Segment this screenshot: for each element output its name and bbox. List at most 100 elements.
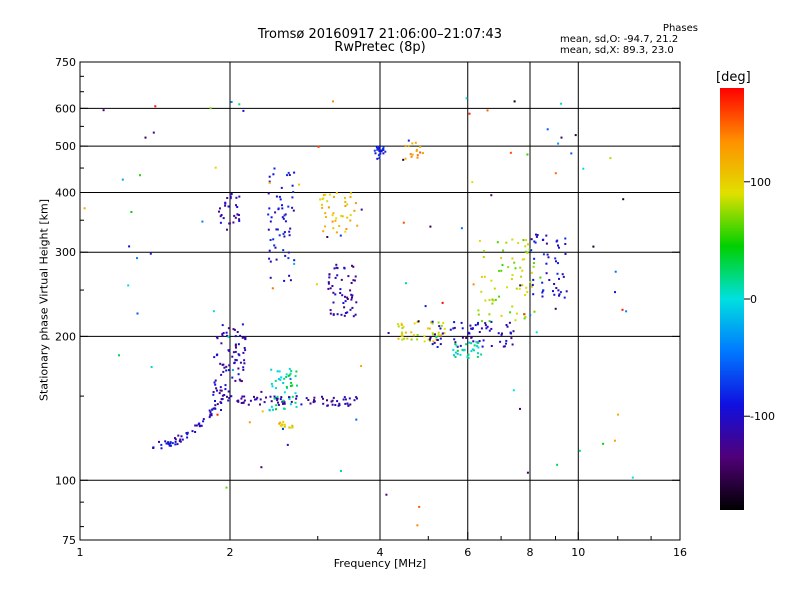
data-point: [519, 284, 522, 287]
data-point: [509, 311, 512, 314]
data-point: [274, 379, 277, 382]
data-point: [210, 414, 213, 417]
data-point: [558, 246, 560, 249]
data-point: [336, 267, 339, 270]
data-point: [541, 281, 544, 284]
data-point: [214, 379, 217, 382]
data-point: [334, 293, 337, 296]
data-point: [409, 153, 412, 156]
data-point: [523, 258, 526, 261]
data-point: [419, 145, 422, 148]
data-point: [283, 402, 286, 405]
data-point: [300, 403, 303, 406]
data-point: [283, 231, 286, 234]
data-point: [488, 299, 491, 301]
data-point: [275, 408, 277, 411]
data-point: [328, 276, 331, 279]
data-point: [227, 205, 230, 208]
stat-o-mode: mean, sd,O: -94.7, 21.2: [560, 34, 679, 45]
data-point: [176, 443, 179, 446]
chart-title: Tromsø 20160917 21:06:00–21:07:43: [257, 27, 503, 42]
data-point: [497, 332, 500, 335]
data-point: [416, 154, 419, 157]
data-point: [486, 325, 489, 328]
data-point: [470, 336, 473, 339]
data-point: [263, 401, 266, 404]
data-point: [402, 221, 405, 224]
data-point: [442, 321, 445, 324]
data-point: [295, 397, 298, 400]
data-point: [271, 287, 274, 290]
data-point: [289, 403, 292, 406]
data-point: [345, 228, 348, 230]
data-point: [284, 254, 287, 257]
data-point: [556, 272, 559, 275]
data-point: [515, 287, 518, 290]
data-point: [238, 378, 241, 381]
data-point: [500, 257, 503, 259]
data-point: [401, 327, 404, 330]
data-point: [160, 443, 163, 446]
data-point: [511, 305, 514, 308]
data-point: [226, 395, 228, 398]
data-point: [277, 401, 279, 404]
data-point: [524, 294, 527, 296]
data-point: [284, 213, 287, 216]
data-point: [481, 320, 483, 323]
data-point: [349, 403, 352, 406]
data-point: [490, 194, 493, 197]
data-point: [510, 278, 513, 281]
data-point: [225, 365, 228, 368]
data-point: [564, 243, 567, 245]
data-point: [291, 424, 294, 427]
data-point: [237, 367, 240, 370]
data-point: [344, 402, 347, 405]
data-point: [414, 141, 417, 144]
data-point: [521, 284, 524, 287]
data-point: [352, 279, 355, 282]
data-point: [243, 399, 246, 402]
data-point: [335, 217, 338, 220]
data-point: [290, 370, 293, 372]
data-point: [509, 151, 512, 154]
data-point: [237, 400, 240, 403]
data-point: [244, 349, 247, 352]
data-point: [419, 151, 422, 154]
data-point: [198, 422, 201, 425]
data-point: [239, 361, 242, 364]
data-point: [520, 275, 523, 278]
data-point: [546, 128, 549, 131]
data-point: [225, 486, 228, 489]
data-point: [526, 291, 529, 293]
data-point: [136, 312, 139, 315]
data-point: [238, 220, 241, 222]
data-point: [236, 213, 239, 216]
data-point: [287, 251, 290, 254]
data-point: [379, 149, 382, 152]
data-point: [214, 400, 216, 402]
data-point: [453, 326, 456, 329]
data-point: [439, 327, 442, 330]
data-point: [482, 256, 485, 258]
data-point: [243, 347, 246, 349]
data-point: [455, 344, 458, 347]
data-point: [512, 330, 515, 333]
data-point: [259, 403, 261, 406]
data-point: [542, 289, 545, 292]
data-point: [287, 205, 290, 208]
data-point: [278, 370, 281, 373]
data-point: [237, 214, 240, 216]
data-point: [291, 206, 294, 209]
data-point: [293, 171, 296, 174]
data-point: [348, 397, 351, 400]
data-point: [427, 338, 430, 341]
data-point: [226, 197, 229, 199]
data-point: [269, 260, 272, 263]
data-point: [273, 167, 276, 170]
data-point: [278, 234, 281, 237]
data-point: [530, 249, 533, 252]
data-point: [326, 200, 329, 203]
data-point: [191, 430, 194, 433]
data-point: [379, 152, 382, 155]
data-point: [480, 290, 483, 293]
